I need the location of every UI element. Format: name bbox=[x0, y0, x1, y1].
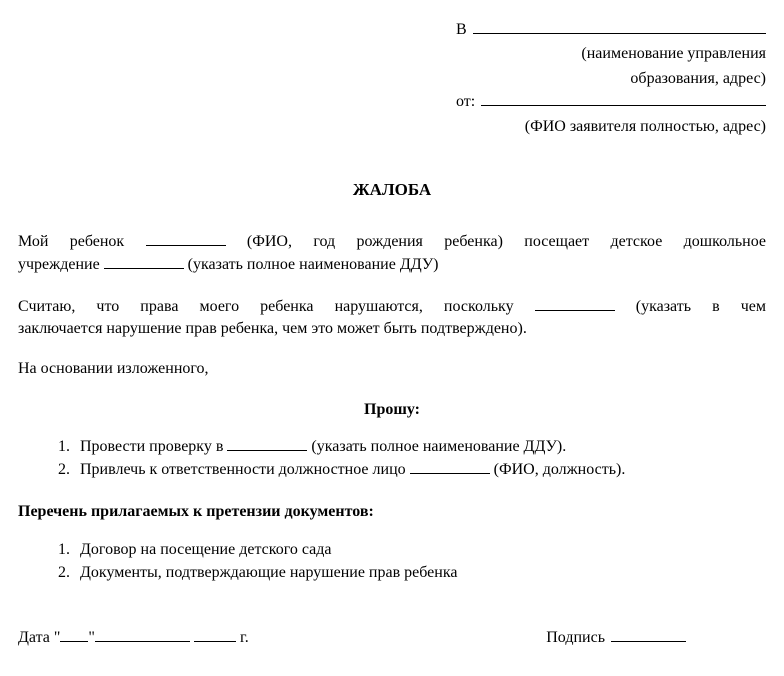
requests-list: Провести проверку в (указать полное наим… bbox=[74, 435, 766, 481]
req1-after: (указать полное наименование ДДУ). bbox=[307, 438, 566, 455]
institution-blank bbox=[104, 253, 184, 269]
p2-part2: заключается нарушение прав ребенка, чем … bbox=[18, 320, 527, 337]
from-line: от: bbox=[456, 90, 766, 113]
req2-after: (ФИО, должность). bbox=[490, 461, 626, 478]
req2-before: Привлечь к ответственности должностное л… bbox=[80, 461, 410, 478]
signature-blank bbox=[611, 626, 686, 642]
from-hint: (ФИО заявителя полностью, адрес) bbox=[456, 116, 766, 138]
to-hint-1: (наименование управления bbox=[456, 43, 766, 65]
paragraph-2: Считаю, что права моего ребенка нарушают… bbox=[18, 295, 766, 341]
from-fill-line bbox=[481, 90, 766, 106]
signature-label: Подпись bbox=[546, 627, 605, 649]
date-year-blank bbox=[194, 626, 236, 642]
recipient-block: В (наименование управления образования, … bbox=[456, 18, 766, 138]
document-title: ЖАЛОБА bbox=[18, 178, 766, 202]
attachments-title: Перечень прилагаемых к претензии докумен… bbox=[18, 503, 369, 520]
p2-hint1: (указать в чем bbox=[615, 298, 766, 315]
attachments-heading: Перечень прилагаемых к претензии докумен… bbox=[18, 501, 766, 523]
date-month-blank bbox=[95, 626, 190, 642]
p1-hint1: (ФИО, год рождения ребенка) посещает дет… bbox=[226, 233, 766, 250]
signature-group: Подпись bbox=[546, 626, 686, 649]
to-prefix: В bbox=[456, 19, 467, 41]
violation-blank bbox=[535, 295, 615, 311]
paragraph-1: Мой ребенок (ФИО, год рождения ребенка) … bbox=[18, 230, 766, 277]
attachments-list: Договор на посещение детского сада Докум… bbox=[74, 538, 766, 584]
to-hint-2: образования, адрес) bbox=[456, 68, 766, 90]
paragraph-3: На основании изложенного, bbox=[18, 358, 766, 380]
p1-part2: учреждение bbox=[18, 256, 104, 273]
request-title: Прошу: bbox=[18, 399, 766, 421]
footer: Дата "" г. Подпись bbox=[18, 626, 766, 649]
to-fill-line bbox=[473, 18, 766, 34]
date-label: Дата bbox=[18, 627, 50, 649]
year-suffix: г. bbox=[240, 627, 249, 649]
req1-blank bbox=[227, 435, 307, 451]
date-group: Дата "" г. bbox=[18, 626, 249, 649]
p1-part1: Мой ребенок bbox=[18, 233, 146, 250]
request-item-2: Привлечь к ответственности должностное л… bbox=[74, 458, 766, 481]
attachment-item-1: Договор на посещение детского сада bbox=[74, 538, 766, 561]
child-name-blank bbox=[146, 230, 226, 246]
p1-hint2: (указать полное наименование ДДУ) bbox=[184, 256, 439, 273]
to-line: В bbox=[456, 18, 766, 41]
req1-before: Провести проверку в bbox=[80, 438, 227, 455]
request-item-1: Провести проверку в (указать полное наим… bbox=[74, 435, 766, 458]
from-prefix: от: bbox=[456, 91, 475, 113]
req2-blank bbox=[410, 458, 490, 474]
attachment-item-2: Документы, подтверждающие нарушение прав… bbox=[74, 561, 766, 584]
p2-part1: Считаю, что права моего ребенка нарушают… bbox=[18, 298, 535, 315]
date-day-blank bbox=[60, 626, 88, 642]
